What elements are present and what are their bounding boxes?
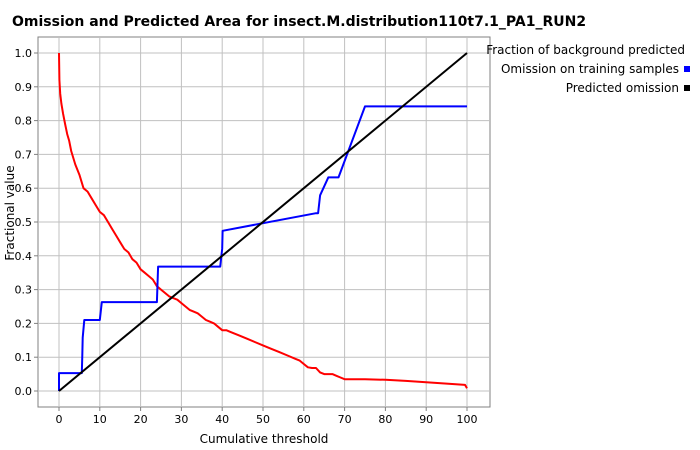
x-tick-label: 10 xyxy=(93,413,107,426)
x-tick-label: 100 xyxy=(457,413,478,426)
y-tick-label: 0.7 xyxy=(15,148,33,161)
y-tick-label: 0.1 xyxy=(15,351,33,364)
legend-label: Omission on training samples xyxy=(500,61,679,76)
y-tick-label: 0.2 xyxy=(15,317,33,330)
legend-item-background: Fraction of background predicted xyxy=(486,40,690,59)
legend-swatch xyxy=(684,84,690,91)
grid xyxy=(38,37,490,407)
legend-label: Fraction of background predicted xyxy=(486,42,685,57)
series-omission-training-line xyxy=(58,105,467,391)
legend-item-predicted: Predicted omission xyxy=(490,78,690,97)
x-tick-label: 70 xyxy=(338,413,352,426)
y-tick-label: 0.3 xyxy=(15,284,33,297)
legend-swatch xyxy=(684,65,690,72)
x-tick-label: 20 xyxy=(134,413,148,426)
y-tick-label: 0.9 xyxy=(15,81,33,94)
series-predicted-omission-line xyxy=(58,52,468,392)
x-tick-label: 50 xyxy=(256,413,270,426)
y-tick-label: 0.0 xyxy=(15,385,33,398)
y-axis-label: Fractional value xyxy=(3,165,17,261)
legend-item-omission: Omission on training samples xyxy=(490,59,690,78)
legend: Fraction of background predicted Omissio… xyxy=(486,40,690,97)
series-background-predicted-line xyxy=(58,52,468,389)
series-lines xyxy=(58,52,468,392)
y-tick-label: 0.8 xyxy=(15,115,33,128)
y-tick-label: 0.4 xyxy=(15,250,33,263)
y-tick-label: 0.6 xyxy=(15,182,33,195)
y-tick-label: 0.5 xyxy=(15,216,33,229)
x-tick-label: 80 xyxy=(378,413,392,426)
x-tick-label: 90 xyxy=(419,413,433,426)
x-tick-label: 0 xyxy=(56,413,63,426)
x-tick-label: 30 xyxy=(174,413,188,426)
x-tick-label: 40 xyxy=(215,413,229,426)
legend-label: Predicted omission xyxy=(565,80,679,95)
chart-title: Omission and Predicted Area for insect.M… xyxy=(12,14,587,30)
x-tick-label: 60 xyxy=(297,413,311,426)
y-tick-label: 1.0 xyxy=(15,47,33,60)
axes: 0 10 20 30 40 50 60 70 80 90 100 0.0 0.1 0.2 0.3 0.4 0.5… xyxy=(15,47,478,426)
x-axis-label: Cumulative threshold xyxy=(199,432,329,446)
